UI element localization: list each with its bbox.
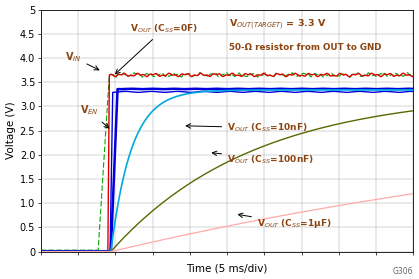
Text: V$_{OUT(TARGET)}$ = 3.3 V: V$_{OUT(TARGET)}$ = 3.3 V <box>229 17 327 32</box>
Text: V$_{EN}$: V$_{EN}$ <box>80 104 109 128</box>
Text: V$_{OUT}$ (C$_{SS}$=100nF): V$_{OUT}$ (C$_{SS}$=100nF) <box>212 151 314 165</box>
Y-axis label: Voltage (V): Voltage (V) <box>5 102 16 159</box>
Text: V$_{OUT}$ (C$_{SS}$=0F): V$_{OUT}$ (C$_{SS}$=0F) <box>116 22 199 74</box>
Text: 50-Ω resistor from OUT to GND: 50-Ω resistor from OUT to GND <box>229 44 381 52</box>
Text: V$_{IN}$: V$_{IN}$ <box>65 50 99 70</box>
Text: V$_{OUT}$ (C$_{SS}$=10nF): V$_{OUT}$ (C$_{SS}$=10nF) <box>186 122 308 134</box>
Text: G306: G306 <box>392 267 413 276</box>
Text: V$_{OUT}$ (C$_{SS}$=1μF): V$_{OUT}$ (C$_{SS}$=1μF) <box>238 213 332 230</box>
X-axis label: Time (5 ms/div): Time (5 ms/div) <box>186 263 268 273</box>
